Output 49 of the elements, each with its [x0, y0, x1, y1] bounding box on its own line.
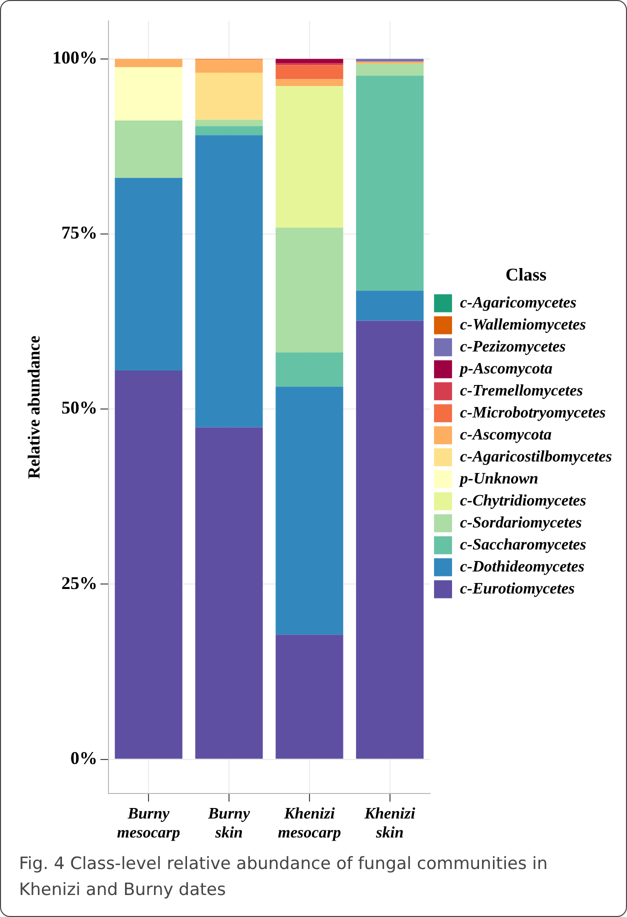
- bar: [276, 58, 344, 64]
- y-tick-label: 0%: [70, 748, 98, 768]
- legend-label: p-Ascomycota: [458, 360, 552, 378]
- legend-title: Class: [506, 264, 547, 284]
- bar: [276, 228, 344, 352]
- legend-label: c-Pezizomycetes: [460, 338, 566, 356]
- legend-label: c-Saccharomycetes: [460, 536, 586, 554]
- x-tick-label: Burny skin: [207, 805, 251, 842]
- y-axis-title: Relative abundance: [24, 335, 44, 479]
- legend-label: c-Ascomycota: [460, 426, 552, 444]
- legend-label: p-Unknown: [458, 470, 538, 488]
- x-tick-label: Khenizi skin: [363, 805, 416, 842]
- bar: [276, 79, 344, 86]
- bar: [114, 178, 182, 371]
- bar: [114, 120, 182, 178]
- x-tick-label: Burny mesocarp: [117, 805, 180, 842]
- legend-label: c-Chytridiomycetes: [460, 492, 586, 510]
- bar: [195, 72, 263, 120]
- legend-label: c-Microbotryomycetes: [460, 404, 606, 422]
- legend-label: c-Sordariomycetes: [460, 514, 582, 532]
- legend-label: c-Tremellomycetes: [460, 382, 583, 400]
- x-tick-label: Khenizi mesocarp: [278, 805, 341, 842]
- bar: [356, 76, 424, 291]
- legend-label: c-Eurotiomycetes: [460, 580, 575, 598]
- caption: Fig. 4 Class-level relative abundance of fungal communities in Khenizi and Burny dates: [19, 853, 549, 902]
- bar: [114, 370, 182, 759]
- y-tick-label: 50%: [61, 398, 98, 418]
- legend-label: c-Agaricostilbomycetes: [460, 448, 612, 466]
- bar: [276, 86, 344, 228]
- legend-label: c-Dothideomycetes: [460, 558, 584, 576]
- bar: [195, 120, 263, 126]
- bar: [356, 64, 424, 76]
- bar: [114, 58, 182, 68]
- bar: [195, 60, 263, 73]
- bar: [276, 386, 344, 635]
- y-tick-label: 100%: [52, 47, 98, 68]
- bar: [356, 320, 424, 759]
- legend-label: c-Wallemiomycetes: [460, 316, 586, 334]
- bar: [114, 67, 182, 120]
- y-tick-label: 25%: [61, 572, 98, 593]
- bar: [276, 634, 344, 759]
- y-tick-label: 75%: [61, 222, 98, 243]
- legend-label: c-Agaricomycetes: [460, 294, 576, 312]
- bar: [195, 427, 263, 759]
- bar: [195, 126, 263, 136]
- bar: [276, 352, 344, 387]
- bar: [195, 135, 263, 428]
- bar: [276, 65, 344, 80]
- bar: [356, 290, 424, 321]
